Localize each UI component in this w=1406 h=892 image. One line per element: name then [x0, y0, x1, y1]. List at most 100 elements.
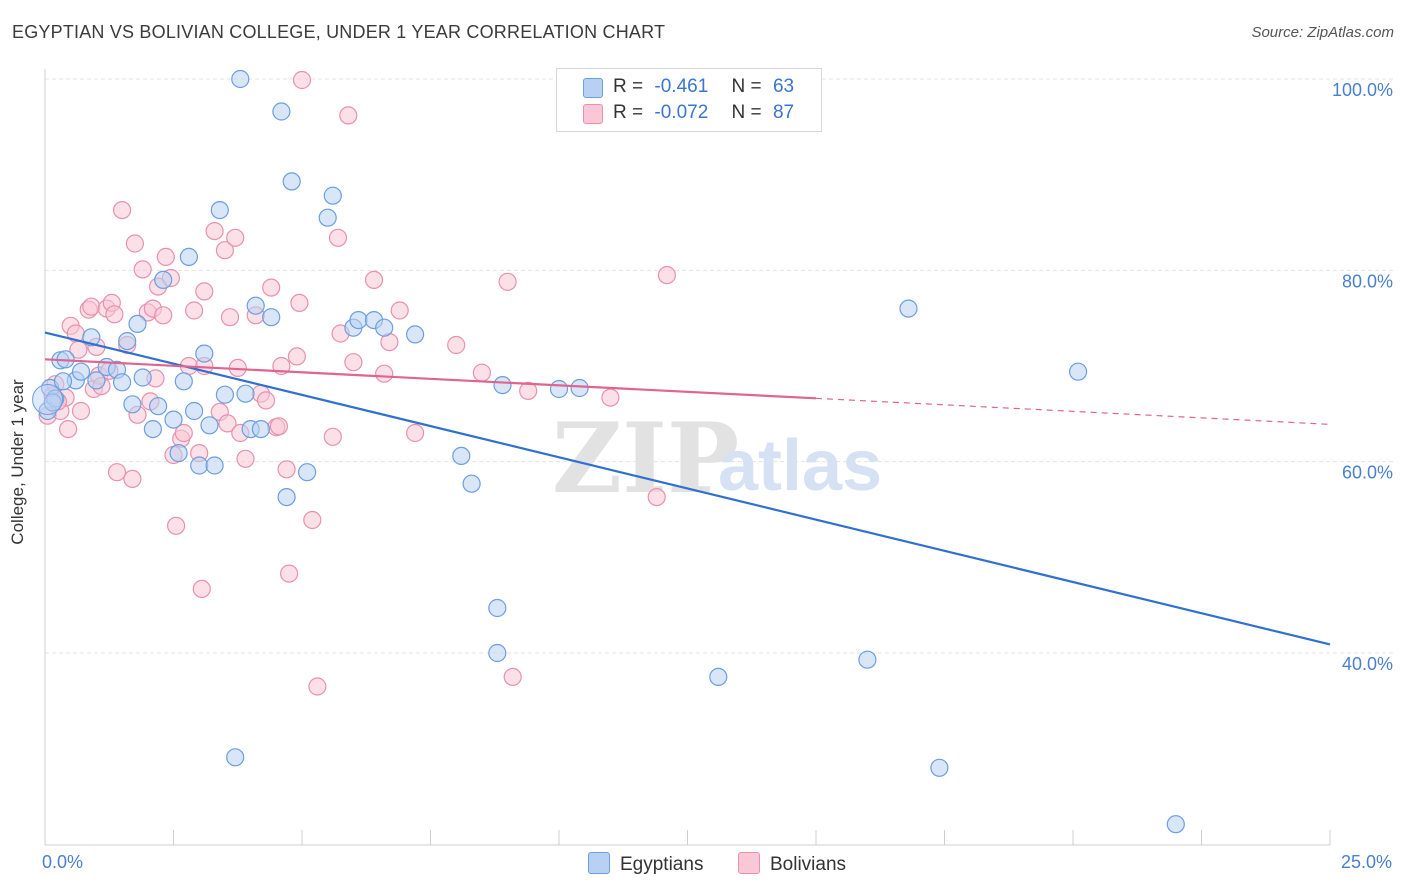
- egyptians-point: [899, 299, 918, 318]
- egyptians-point: [452, 446, 471, 465]
- egyptians-point: [930, 758, 949, 777]
- bolivians-point: [364, 270, 384, 289]
- y-tick-labels: 40.0% 60.0% 80.0% 100.0%: [1332, 80, 1393, 674]
- egyptians-point: [262, 308, 281, 327]
- watermark-atlas: atlas: [718, 426, 882, 506]
- egyptians-point: [231, 69, 250, 89]
- r-value-bolivians: -0.072: [654, 102, 709, 123]
- egyptians-point: [858, 650, 877, 669]
- gridlines: [45, 78, 1395, 654]
- y-tick-label: 40.0%: [1342, 654, 1393, 674]
- bolivians-point: [406, 423, 425, 443]
- bolivians-point: [236, 449, 255, 468]
- bolivians-point: [226, 228, 245, 247]
- bolivians-point: [657, 266, 677, 285]
- bolivians-point: [154, 306, 173, 325]
- egyptians-point: [112, 373, 132, 392]
- bolivians-point: [195, 282, 214, 301]
- bolivians-point: [218, 414, 237, 433]
- trend-lines: [44, 331, 1331, 646]
- egyptians-point: [215, 385, 234, 404]
- bolivians-point: [58, 420, 78, 439]
- egyptians-swatch: [583, 78, 603, 98]
- egyptians-point: [32, 383, 64, 415]
- egyptians-point: [53, 372, 73, 391]
- egyptians-point: [154, 270, 173, 289]
- egyptians-point: [236, 384, 255, 403]
- bolivians-point: [71, 401, 91, 421]
- bolivians-point: [290, 293, 309, 312]
- egyptians-point: [190, 456, 209, 475]
- egyptians-point: [349, 311, 368, 330]
- bolivians-point: [107, 463, 127, 482]
- bolivians-point: [125, 234, 144, 253]
- bolivians-point: [519, 381, 538, 400]
- bolivians-point: [390, 301, 409, 320]
- egyptians-point: [118, 332, 137, 351]
- egyptians-point: [277, 488, 296, 507]
- egyptians-point: [128, 314, 147, 333]
- egyptians-point: [71, 362, 91, 381]
- bolivians-point: [503, 667, 522, 687]
- r-label: R =: [613, 102, 644, 123]
- x-tick-max: 25.0%: [1340, 852, 1392, 872]
- egyptians-point: [43, 393, 62, 412]
- egyptians-point: [323, 186, 342, 205]
- bolivians-point: [447, 335, 466, 355]
- egyptians-point: [493, 376, 512, 395]
- bolivians-point: [292, 70, 312, 90]
- bolivians-point: [192, 579, 211, 599]
- chart-title: EGYPTIAN VS BOLIVIAN COLLEGE, UNDER 1 YE…: [12, 22, 666, 42]
- egyptians-point: [123, 395, 142, 414]
- bolivians-point: [167, 516, 186, 535]
- egyptians-point: [406, 325, 425, 344]
- egyptians-point: [488, 643, 507, 663]
- source-label: Source: ZipAtlas.com: [1251, 24, 1394, 41]
- egyptians-point: [549, 379, 569, 399]
- correlation-legend: R = -0.461 N = 63 R = -0.072 N = 87: [556, 68, 822, 132]
- egyptians-point: [251, 420, 270, 439]
- egyptians-point: [164, 410, 183, 429]
- bolivians-point: [205, 222, 224, 241]
- bolivians-trend-line-dashed: [815, 397, 1331, 425]
- egyptians-point: [195, 344, 214, 363]
- egyptians-point: [205, 456, 224, 475]
- egyptians-point: [200, 416, 219, 435]
- egyptians-point: [169, 444, 188, 463]
- bolivians-point: [328, 228, 348, 247]
- egyptians-legend-swatch: [588, 852, 610, 874]
- bolivians-point: [647, 488, 666, 507]
- data-points: [32, 69, 1185, 834]
- legend-item-egyptians: Egyptians: [588, 852, 703, 876]
- egyptians-point: [87, 371, 106, 390]
- bolivians-point: [287, 347, 306, 366]
- x-tick-min: 0.0%: [42, 852, 84, 872]
- egyptians-point: [1068, 362, 1088, 381]
- egyptians-point: [246, 296, 265, 315]
- bolivians-point: [339, 106, 358, 125]
- n-value-bolivians: 87: [772, 102, 795, 123]
- bolivians-point: [105, 305, 124, 324]
- bolivians-point: [156, 247, 175, 266]
- n-value-egyptians: 63: [772, 76, 795, 97]
- egyptians-point: [1166, 815, 1185, 834]
- watermark-zip: ZIP: [552, 402, 739, 515]
- egyptians-point: [298, 463, 317, 482]
- bolivians-point: [269, 417, 288, 436]
- bolivians-point: [112, 201, 132, 220]
- bolivians-swatch: [583, 104, 603, 124]
- r-label: R =: [613, 76, 644, 97]
- bolivians-point: [375, 364, 394, 383]
- egyptians-point: [174, 372, 193, 391]
- bolivians-point: [498, 272, 517, 291]
- bolivians-point: [256, 391, 276, 410]
- bolivians-point: [262, 278, 281, 297]
- egyptians-point: [488, 598, 507, 618]
- egyptians-point: [179, 247, 198, 266]
- egyptians-point: [375, 318, 394, 337]
- egyptians-point: [282, 172, 301, 191]
- egyptians-point: [709, 667, 728, 687]
- bolivians-point: [133, 260, 152, 279]
- bolivians-point: [220, 308, 240, 327]
